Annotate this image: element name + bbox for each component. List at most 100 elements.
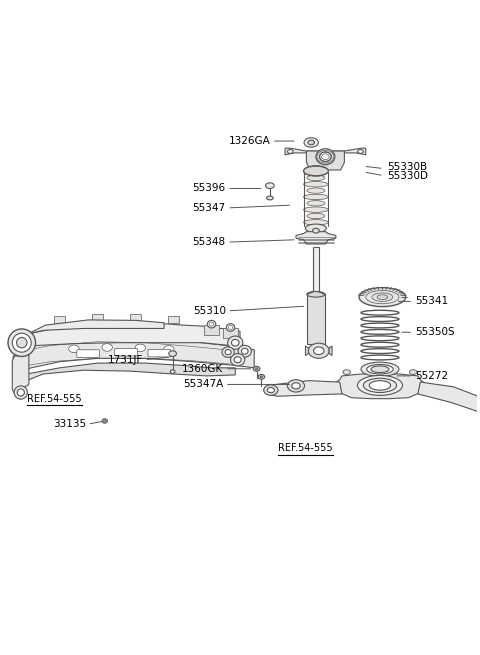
Text: 1360GK: 1360GK [182,364,223,374]
Polygon shape [17,363,235,384]
Ellipse shape [371,366,389,373]
Ellipse shape [170,369,175,373]
Ellipse shape [222,347,234,358]
FancyBboxPatch shape [115,348,137,356]
Ellipse shape [307,291,325,297]
Ellipse shape [377,295,387,299]
Ellipse shape [267,388,275,393]
Ellipse shape [313,347,324,354]
Ellipse shape [209,322,214,326]
Polygon shape [285,148,366,155]
Ellipse shape [308,343,329,358]
Ellipse shape [307,200,325,206]
FancyBboxPatch shape [148,349,171,357]
Ellipse shape [241,348,248,354]
Ellipse shape [305,224,326,233]
Ellipse shape [369,381,391,390]
Ellipse shape [308,140,314,145]
Polygon shape [204,325,219,335]
Text: 55350S: 55350S [416,328,455,337]
Ellipse shape [17,389,24,396]
Ellipse shape [253,366,260,371]
Ellipse shape [367,364,393,374]
Ellipse shape [312,229,319,233]
Ellipse shape [361,362,399,377]
Ellipse shape [288,149,293,153]
Ellipse shape [307,175,325,181]
Text: 55396: 55396 [192,183,226,193]
Text: 55330D: 55330D [387,171,428,181]
Ellipse shape [307,188,325,193]
Text: 33135: 33135 [53,419,86,429]
Polygon shape [313,247,319,304]
Polygon shape [307,294,325,344]
Text: 55330B: 55330B [387,162,427,172]
Ellipse shape [320,152,331,161]
Polygon shape [31,320,164,333]
Ellipse shape [358,149,363,153]
Ellipse shape [69,345,79,352]
Polygon shape [329,346,332,356]
Ellipse shape [231,339,239,346]
Ellipse shape [14,386,27,399]
Ellipse shape [303,207,328,212]
Text: REF.54-555: REF.54-555 [278,443,333,453]
Polygon shape [335,374,425,399]
Ellipse shape [363,379,396,392]
Text: 55341: 55341 [416,297,449,307]
Ellipse shape [343,369,350,375]
Ellipse shape [234,357,241,363]
Ellipse shape [135,344,145,352]
Ellipse shape [230,354,245,366]
Text: 55272: 55272 [416,371,449,381]
Ellipse shape [303,195,328,200]
Ellipse shape [303,166,328,176]
Ellipse shape [238,345,252,357]
Ellipse shape [228,336,243,349]
Polygon shape [92,314,103,320]
Ellipse shape [228,326,233,329]
Text: 55347: 55347 [192,203,226,213]
Polygon shape [223,328,238,338]
Ellipse shape [359,288,406,307]
Ellipse shape [207,320,216,328]
Polygon shape [305,346,308,356]
Ellipse shape [288,380,304,392]
Ellipse shape [303,219,328,225]
Polygon shape [306,151,344,170]
Ellipse shape [258,375,264,379]
Polygon shape [168,316,179,323]
Ellipse shape [303,166,328,176]
Ellipse shape [307,214,325,219]
Polygon shape [266,381,342,396]
Ellipse shape [292,383,300,389]
FancyBboxPatch shape [77,350,99,358]
Ellipse shape [8,329,36,356]
Ellipse shape [169,350,177,356]
Ellipse shape [225,350,231,355]
Ellipse shape [265,183,274,189]
Text: 55348: 55348 [192,237,226,247]
Ellipse shape [102,419,108,423]
Text: 1326GA: 1326GA [229,136,271,146]
Ellipse shape [12,333,31,352]
Polygon shape [22,323,240,346]
Ellipse shape [264,385,278,396]
Ellipse shape [260,376,263,378]
Polygon shape [12,355,29,394]
Ellipse shape [372,293,393,301]
Text: 1731JF: 1731JF [108,355,143,365]
Text: 55310: 55310 [193,306,226,316]
Polygon shape [54,316,65,323]
Text: 55347A: 55347A [183,379,223,390]
Polygon shape [130,314,141,321]
Ellipse shape [358,375,403,396]
Ellipse shape [409,369,417,375]
Ellipse shape [303,181,328,187]
Ellipse shape [266,196,273,200]
Ellipse shape [304,138,318,147]
Ellipse shape [226,324,235,331]
Ellipse shape [16,337,27,348]
Ellipse shape [255,368,258,369]
Polygon shape [296,232,336,244]
